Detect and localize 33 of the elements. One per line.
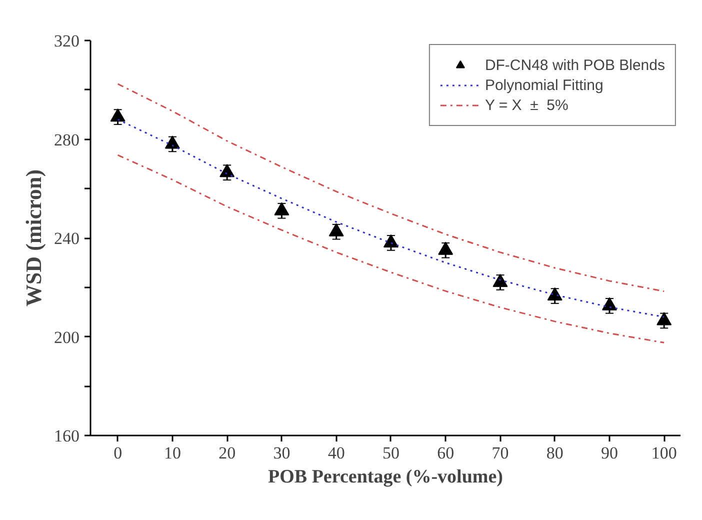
x-tick-label: 30 <box>273 444 290 462</box>
point <box>328 223 344 236</box>
x-tick-label: 0 <box>114 444 122 462</box>
y-tick-label: 280 <box>54 130 80 150</box>
line-series <box>117 154 665 344</box>
legend-label: Y = X ± 5% <box>484 96 568 114</box>
x-tick-label: 50 <box>382 444 400 462</box>
point <box>164 136 180 149</box>
point <box>492 274 508 287</box>
point <box>656 312 672 326</box>
x-tick-label: 70 <box>492 444 509 462</box>
x-tick-label: 10 <box>164 444 181 462</box>
point <box>110 108 126 122</box>
point <box>383 234 398 248</box>
y-tick-label: 240 <box>54 229 80 248</box>
x-tick-label: 20 <box>218 444 236 462</box>
point <box>602 297 617 310</box>
y-tick-label: 200 <box>54 328 80 347</box>
point <box>220 164 235 178</box>
point <box>547 287 562 301</box>
x-tick-label: 100 <box>651 444 677 462</box>
y-axis-title: WSD (micron) <box>21 169 46 307</box>
x-tick-label: 40 <box>328 444 345 462</box>
y-tick-label: 320 <box>54 32 80 50</box>
legend-label: Polynomial Fitting <box>484 76 604 94</box>
x-tick-label: 60 <box>437 444 454 462</box>
x-axis-title: POB Percentage (%-volume) <box>268 466 503 488</box>
x-tick-label: 90 <box>600 444 618 462</box>
point <box>438 242 454 255</box>
point <box>274 202 290 216</box>
y-tick-label: 160 <box>54 426 80 446</box>
x-tick-label: 80 <box>546 444 564 462</box>
legend-label: DF-CN48 with POB Blends <box>484 56 665 74</box>
